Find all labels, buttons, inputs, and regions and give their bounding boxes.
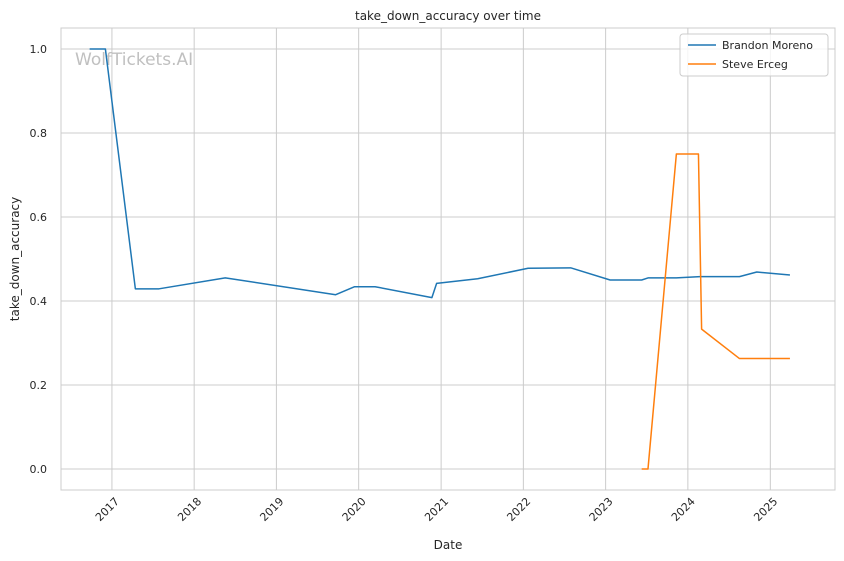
series-line-brandon-moreno (89, 48, 790, 299)
y-axis-title: take_down_accuracy (8, 197, 22, 321)
y-tick-label: 1.0 (30, 43, 48, 56)
y-tick-label: 0.4 (30, 295, 48, 308)
y-tick-label: 0.2 (30, 379, 48, 392)
plot-area (61, 28, 835, 490)
legend-label-steve-erceg: Steve Erceg (722, 58, 788, 71)
y-tick-label: 0.0 (30, 463, 48, 476)
x-axis-title: Date (434, 538, 463, 552)
y-tick-labels: 0.0 0.2 0.4 0.6 0.8 1.0 (30, 43, 48, 476)
plot-frame (60, 27, 836, 491)
legend: Brandon Moreno Steve Erceg (679, 33, 829, 77)
y-tick-label: 0.6 (30, 211, 48, 224)
series-line-steve-erceg (641, 153, 790, 470)
watermark-text: WolfTickets.AI (75, 50, 193, 70)
grid-lines (61, 28, 835, 490)
legend-label-brandon-moreno: Brandon Moreno (722, 39, 813, 52)
legend-box (679, 33, 829, 77)
series-lines (89, 48, 790, 470)
y-tick-label: 0.8 (30, 127, 48, 140)
chart-title: take_down_accuracy over time (355, 9, 541, 23)
